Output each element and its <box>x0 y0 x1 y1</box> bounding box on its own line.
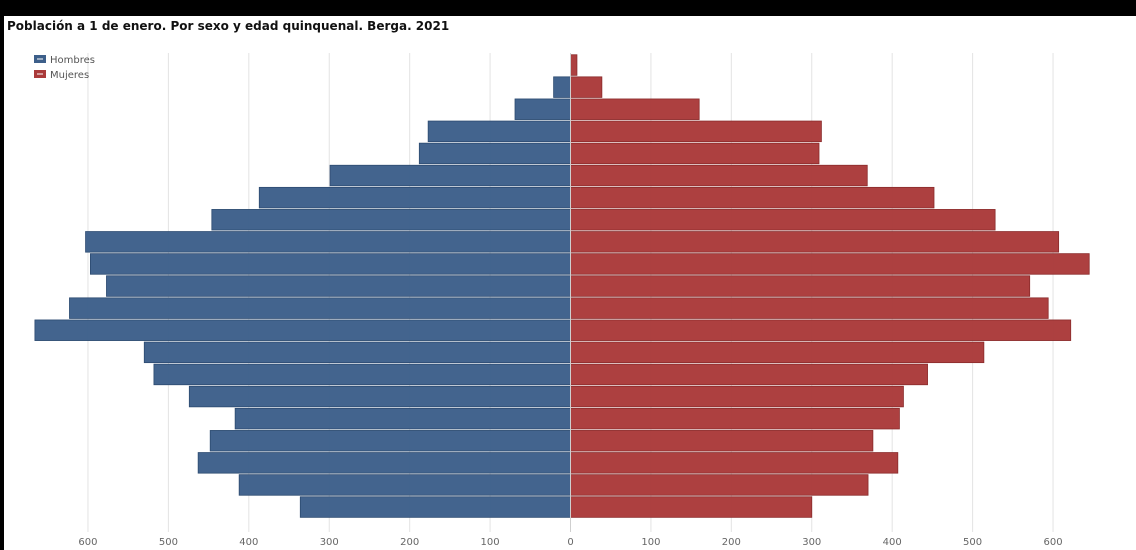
x-tick-label: 300 <box>802 537 821 548</box>
bar-mujeres[interactable] <box>570 385 904 408</box>
bar-mujeres[interactable] <box>570 496 813 518</box>
bar-hombres[interactable] <box>209 430 571 452</box>
bar-mujeres[interactable] <box>570 452 899 474</box>
bar-mujeres[interactable] <box>570 54 578 76</box>
bar-mujeres[interactable] <box>570 142 820 165</box>
bar-mujeres[interactable] <box>570 319 1072 341</box>
bar-mujeres[interactable] <box>570 98 700 120</box>
bar-hombres[interactable] <box>69 297 571 319</box>
bar-mujeres[interactable] <box>570 474 869 496</box>
bar-hombres[interactable] <box>188 385 571 408</box>
bar-hombres[interactable] <box>329 164 571 187</box>
bar-hombres[interactable] <box>197 452 571 474</box>
x-axis: 600 500 400 300 200 100 0 100 200 300 400 500 600 <box>78 53 1063 548</box>
bar-mujeres[interactable] <box>570 76 603 98</box>
x-tick-label: 400 <box>883 537 902 548</box>
bar-mujeres[interactable] <box>570 430 874 452</box>
bar-hombres[interactable] <box>211 209 571 231</box>
bar-mujeres[interactable] <box>570 231 1060 253</box>
bar-mujeres[interactable] <box>570 363 928 386</box>
bar-mujeres[interactable] <box>570 186 935 209</box>
bar-hombres[interactable] <box>514 98 571 120</box>
bar-mujeres[interactable] <box>570 275 1031 297</box>
x-tick-label: 200 <box>400 537 419 548</box>
x-tick-label: 500 <box>159 537 178 548</box>
bar-hombres[interactable] <box>34 319 571 341</box>
x-tick-label: 100 <box>641 537 660 548</box>
bar-hombres[interactable] <box>153 363 571 386</box>
bar-hombres[interactable] <box>418 142 571 165</box>
bar-hombres[interactable] <box>234 407 571 430</box>
x-tick-label: 100 <box>481 537 500 548</box>
legend-label[interactable]: Hombres <box>50 55 95 66</box>
bar-hombres[interactable] <box>299 496 571 518</box>
bar-mujeres[interactable] <box>570 297 1049 319</box>
bar-hombres[interactable] <box>106 275 571 297</box>
bar-hombres[interactable] <box>553 76 571 98</box>
bar-mujeres[interactable] <box>570 407 900 430</box>
bar-mujeres[interactable] <box>570 341 985 364</box>
legend-label[interactable]: Mujeres <box>50 70 89 81</box>
legend[interactable]: Hombres Mujeres <box>34 55 95 81</box>
bars <box>34 54 1090 518</box>
x-tick-label: 300 <box>320 537 339 548</box>
bar-hombres[interactable] <box>143 341 571 364</box>
bar-hombres[interactable] <box>427 120 571 143</box>
x-tick-label: 600 <box>1043 537 1062 548</box>
x-tick-label: 200 <box>722 537 741 548</box>
x-tick-label: 0 <box>567 537 573 548</box>
bar-mujeres[interactable] <box>570 120 822 143</box>
bar-hombres[interactable] <box>258 186 571 209</box>
bar-hombres[interactable] <box>238 474 571 496</box>
bar-hombres[interactable] <box>89 253 571 275</box>
bar-mujeres[interactable] <box>570 253 1090 275</box>
chart-title: Población a 1 de enero. Por sexo y edad … <box>7 19 450 33</box>
x-tick-label: 500 <box>963 537 982 548</box>
x-tick-label: 400 <box>239 537 258 548</box>
x-tick-label: 600 <box>78 537 97 548</box>
bar-mujeres[interactable] <box>570 164 868 187</box>
bar-mujeres[interactable] <box>570 209 996 231</box>
bar-hombres[interactable] <box>85 231 571 253</box>
